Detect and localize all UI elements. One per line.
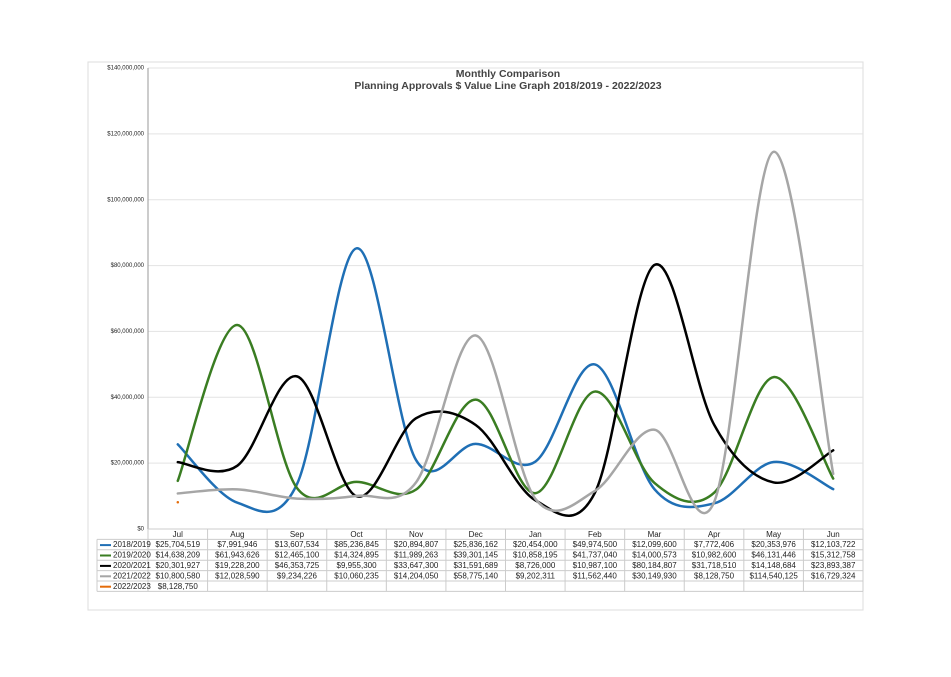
table-cell: $10,987,100 bbox=[573, 561, 618, 570]
table-cell: $49,974,500 bbox=[573, 540, 618, 549]
table-cell: $31,718,510 bbox=[692, 561, 737, 570]
x-tick-label: Sep bbox=[290, 530, 305, 539]
y-tick-label: $80,000,000 bbox=[111, 263, 145, 269]
x-tick-label: Dec bbox=[469, 530, 483, 539]
table-cell: $20,454,000 bbox=[513, 540, 558, 549]
table-cell: $14,324,895 bbox=[334, 551, 379, 560]
table-cell: $20,301,927 bbox=[156, 561, 201, 570]
table-cell: $7,772,406 bbox=[694, 540, 735, 549]
table-cell: $85,236,845 bbox=[334, 540, 379, 549]
table-cell: $114,540,125 bbox=[749, 571, 798, 580]
table-cell: $33,647,300 bbox=[394, 561, 439, 570]
table-cell: $80,184,807 bbox=[632, 561, 677, 570]
table-cell: $14,638,209 bbox=[156, 551, 201, 560]
table-cell: $58,775,140 bbox=[453, 571, 498, 580]
table-cell: $20,894,807 bbox=[394, 540, 439, 549]
table-cell: $41,737,040 bbox=[573, 551, 618, 560]
table-cell: $12,099,600 bbox=[632, 540, 677, 549]
table-cell: $10,800,580 bbox=[156, 571, 201, 580]
x-tick-label: Nov bbox=[409, 530, 423, 539]
table-cell: $9,234,226 bbox=[277, 571, 318, 580]
x-tick-label: Apr bbox=[708, 530, 721, 539]
table-cell: $14,000,573 bbox=[632, 551, 677, 560]
table-cell: $10,982,600 bbox=[692, 551, 737, 560]
table-cell: $12,465,100 bbox=[275, 551, 320, 560]
legend-label: 2021/2022 bbox=[113, 571, 151, 580]
legend-label: 2020/2021 bbox=[113, 561, 151, 570]
x-tick-label: Jan bbox=[529, 530, 542, 539]
y-tick-label: $100,000,000 bbox=[107, 197, 144, 203]
table-cell: $19,228,200 bbox=[215, 561, 260, 570]
table-cell: $61,943,626 bbox=[215, 551, 260, 560]
table-cell: $30,149,930 bbox=[632, 571, 677, 580]
x-tick-label: Feb bbox=[588, 530, 602, 539]
table-cell: $14,148,684 bbox=[751, 561, 796, 570]
table-cell: $46,353,725 bbox=[275, 561, 320, 570]
y-tick-label: $120,000,000 bbox=[107, 131, 144, 137]
table-cell: $10,858,195 bbox=[513, 551, 558, 560]
chart-subtitle: Planning Approvals $ Value Line Graph 20… bbox=[354, 80, 661, 92]
table-cell: $10,060,235 bbox=[334, 571, 379, 580]
series-line bbox=[176, 263, 835, 517]
table-cell: $39,301,145 bbox=[453, 551, 498, 560]
chart-title: Monthly Comparison bbox=[456, 68, 560, 80]
table-cell: $9,202,311 bbox=[516, 571, 556, 580]
x-tick-label: Aug bbox=[230, 530, 244, 539]
series-line bbox=[176, 150, 835, 515]
x-tick-label: Mar bbox=[648, 530, 662, 539]
x-tick-label: Oct bbox=[350, 530, 363, 539]
series-line bbox=[176, 323, 835, 504]
y-tick-label: $60,000,000 bbox=[111, 329, 145, 335]
y-tick-label: $40,000,000 bbox=[111, 395, 145, 401]
table-cell: $11,989,263 bbox=[394, 551, 438, 560]
y-tick-label: $0 bbox=[137, 527, 144, 533]
table-cell: $12,028,590 bbox=[215, 571, 260, 580]
x-tick-label: Jul bbox=[173, 530, 183, 539]
table-cell: $7,991,946 bbox=[217, 540, 258, 549]
table-cell: $8,726,000 bbox=[515, 561, 556, 570]
y-tick-label: $20,000,000 bbox=[111, 461, 145, 467]
table-cell: $8,128,750 bbox=[694, 571, 735, 580]
table-cell: $25,704,519 bbox=[156, 540, 201, 549]
chart-frame bbox=[87, 61, 864, 611]
table-cell: $11,562,440 bbox=[573, 571, 617, 580]
table-cell: $46,131,446 bbox=[751, 551, 796, 560]
x-tick-label: Jun bbox=[827, 530, 840, 539]
table-cell: $16,729,324 bbox=[811, 571, 856, 580]
table-cell: $20,353,976 bbox=[751, 540, 796, 549]
table-cell: $14,204,050 bbox=[394, 571, 439, 580]
legend-label: 2022/2023 bbox=[113, 582, 151, 591]
series-line bbox=[176, 247, 835, 514]
table-cell: $8,128,750 bbox=[158, 582, 199, 591]
table-cell: $31,591,689 bbox=[453, 561, 498, 570]
legend-label: 2019/2020 bbox=[113, 551, 151, 560]
table-cell: $9,955,300 bbox=[337, 561, 378, 570]
table-cell: $12,103,722 bbox=[811, 540, 856, 549]
table-cell: $15,312,758 bbox=[811, 551, 856, 560]
y-tick-label: $140,000,000 bbox=[107, 66, 144, 72]
table-cell: $23,893,387 bbox=[811, 561, 856, 570]
x-tick-label: May bbox=[766, 530, 781, 539]
legend-label: 2018/2019 bbox=[113, 540, 151, 549]
table-cell: $13,607,534 bbox=[275, 540, 320, 549]
table-cell: $25,836,162 bbox=[453, 540, 498, 549]
